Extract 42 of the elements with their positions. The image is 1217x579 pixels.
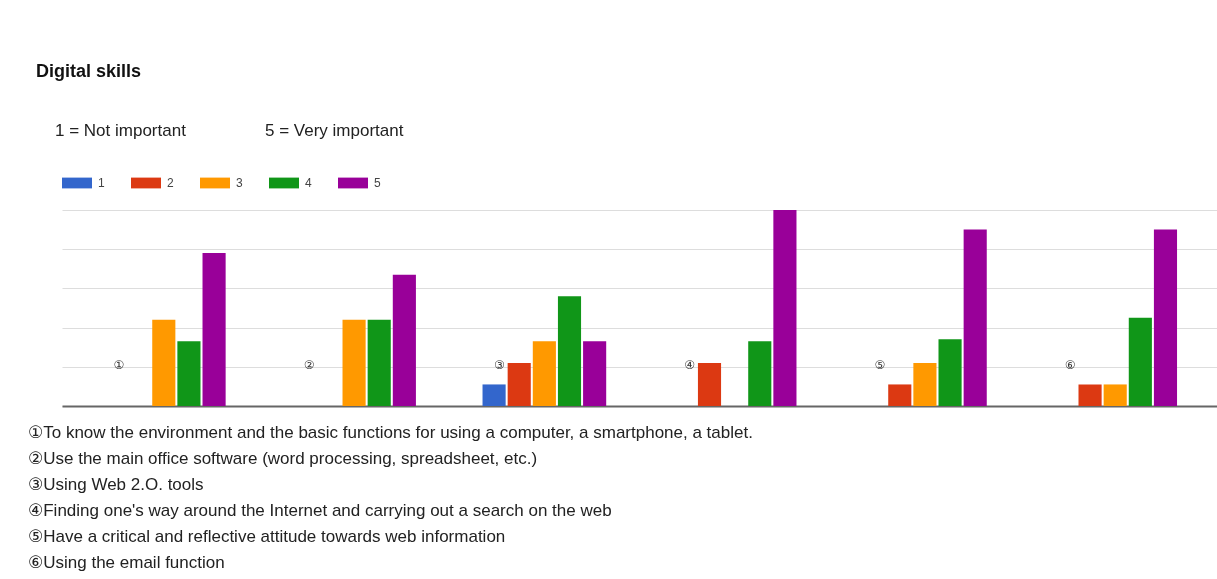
bar bbox=[773, 210, 797, 406]
x-tick-label: ③ bbox=[493, 358, 505, 372]
bar bbox=[202, 253, 226, 406]
legend-label: 4 bbox=[305, 176, 312, 190]
bar bbox=[583, 341, 607, 406]
x-tick-label: ④ bbox=[684, 358, 696, 372]
chart-title: Digital skills bbox=[36, 61, 142, 81]
bar bbox=[177, 341, 201, 406]
bar bbox=[392, 274, 416, 406]
bar bbox=[482, 384, 506, 406]
bar bbox=[748, 341, 772, 406]
text: ④Finding one's way around the Internet and carrying out a search on the web bbox=[28, 501, 612, 520]
legend-label: 2 bbox=[167, 176, 174, 190]
bar bbox=[697, 362, 722, 406]
bar bbox=[1103, 384, 1127, 406]
bar bbox=[1078, 384, 1102, 406]
text: ①To know the environment and the basic functions for using a computer, a smartphone, a tablet. bbox=[28, 423, 753, 442]
bar bbox=[938, 339, 962, 406]
text: ②Use the main office software (word processing, spreadsheet, etc.) bbox=[28, 449, 538, 468]
text: ⑤Have a critical and reflective attitude towards web information bbox=[28, 527, 506, 546]
bar bbox=[557, 296, 582, 406]
bar bbox=[507, 362, 531, 406]
legend-label: 5 bbox=[374, 176, 381, 190]
bar bbox=[342, 319, 366, 406]
bar bbox=[1153, 229, 1178, 406]
x-tick-label: ⑤ bbox=[874, 358, 886, 372]
text: ⑥Using the email function bbox=[28, 553, 225, 572]
x-tick-label: ⑥ bbox=[1064, 358, 1076, 372]
legend-label: 3 bbox=[236, 176, 243, 190]
bar bbox=[367, 319, 391, 406]
bar bbox=[532, 341, 556, 406]
bar bbox=[963, 229, 987, 406]
legend-label: 1 bbox=[98, 176, 105, 190]
text: ③Using Web 2.O. tools bbox=[28, 475, 204, 494]
text: 1 = Not important bbox=[55, 121, 187, 140]
bar bbox=[913, 362, 937, 406]
x-tick-label: ① bbox=[113, 358, 125, 372]
text: 5 = Very important bbox=[265, 121, 404, 140]
bar bbox=[888, 384, 912, 406]
x-tick-label: ② bbox=[303, 358, 315, 372]
bar bbox=[1128, 317, 1152, 406]
bar bbox=[152, 319, 176, 406]
